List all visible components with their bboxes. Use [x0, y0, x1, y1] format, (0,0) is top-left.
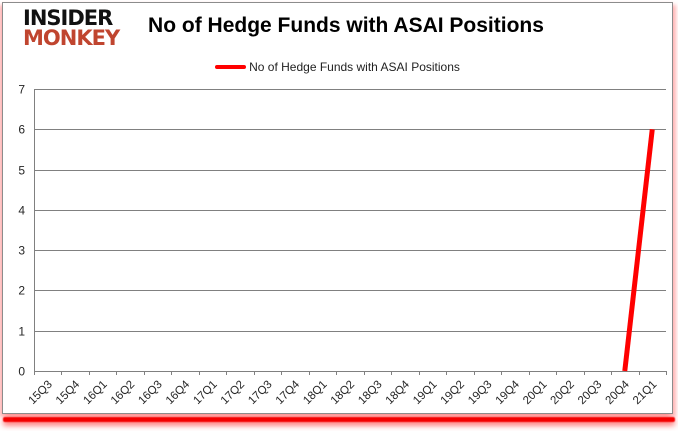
plot-area: 0 1 2 3 4 5 6 7 15Q3 15Q4 16Q1 16Q2 16Q3 16Q4 17Q1 17Q2…: [3, 3, 674, 413]
x-tick-label: 18Q3: [356, 379, 384, 407]
gridlines: [34, 89, 666, 372]
y-tick-label: 6: [18, 123, 25, 137]
x-tick-label: 16Q3: [136, 379, 164, 407]
x-tick-label: 15Q4: [54, 378, 83, 407]
x-tick-label: 17Q2: [219, 379, 247, 407]
y-tick-label: 2: [18, 284, 25, 298]
red-bottom-border: [3, 417, 675, 422]
x-tick-label: 19Q3: [466, 379, 494, 407]
logo-text-insider: INSIDER: [23, 6, 113, 30]
x-tick-label: 17Q1: [191, 379, 219, 407]
legend: No of Hedge Funds with ASAI Positions: [3, 60, 672, 74]
axes: [34, 89, 667, 375]
logo-text-monkey: MONKEY: [23, 25, 120, 50]
x-tick-label: 16Q1: [81, 379, 109, 407]
line-chart-svg: 0 1 2 3 4 5 6 7 15Q3 15Q4 16Q1 16Q2 16Q3 16Q4 17Q1 17Q2…: [18, 83, 667, 407]
x-tick-label: 20Q3: [576, 379, 604, 407]
legend-label: No of Hedge Funds with ASAI Positions: [249, 60, 460, 74]
x-tick-label: 19Q4: [494, 378, 523, 407]
x-tick-label: 20Q1: [521, 379, 549, 407]
x-tick-label: 18Q1: [301, 379, 329, 407]
x-tick-label: 20Q4: [604, 378, 633, 407]
x-tick-label: 19Q1: [411, 379, 439, 407]
x-tick-label: 20Q2: [549, 379, 577, 407]
insider-monkey-logo: INSIDER MONKEY: [23, 6, 120, 50]
y-tick-label: 0: [18, 365, 25, 379]
x-tick-label: 16Q2: [109, 379, 137, 407]
x-tick-label: 18Q4: [384, 378, 413, 407]
y-axis-labels: 0 1 2 3 4 5 6 7: [18, 83, 25, 379]
chart-title: No of Hedge Funds with ASAI Positions: [148, 14, 544, 37]
chart-card: INSIDER MONKEY No of Hedge Funds with AS…: [2, 2, 673, 414]
y-tick-label: 3: [18, 244, 25, 258]
x-axis-labels: 15Q3 15Q4 16Q1 16Q2 16Q3 16Q4 17Q1 17Q2 17Q3 17Q4…: [26, 378, 659, 407]
legend-line-swatch: [215, 65, 247, 69]
x-tick-label: 17Q4: [274, 378, 303, 407]
x-tick-label: 15Q3: [26, 379, 54, 407]
x-tick-label: 18Q2: [329, 379, 357, 407]
x-tick-label: 19Q2: [439, 379, 467, 407]
x-tick-label: 21Q1: [631, 379, 659, 407]
series-line: [622, 129, 655, 372]
x-tick-label: 17Q3: [246, 379, 274, 407]
y-tick-label: 1: [18, 325, 25, 339]
y-tick-label: 7: [18, 83, 25, 97]
y-tick-label: 5: [18, 164, 25, 178]
y-tick-label: 4: [18, 204, 25, 218]
x-tick-label: 16Q4: [164, 378, 193, 407]
